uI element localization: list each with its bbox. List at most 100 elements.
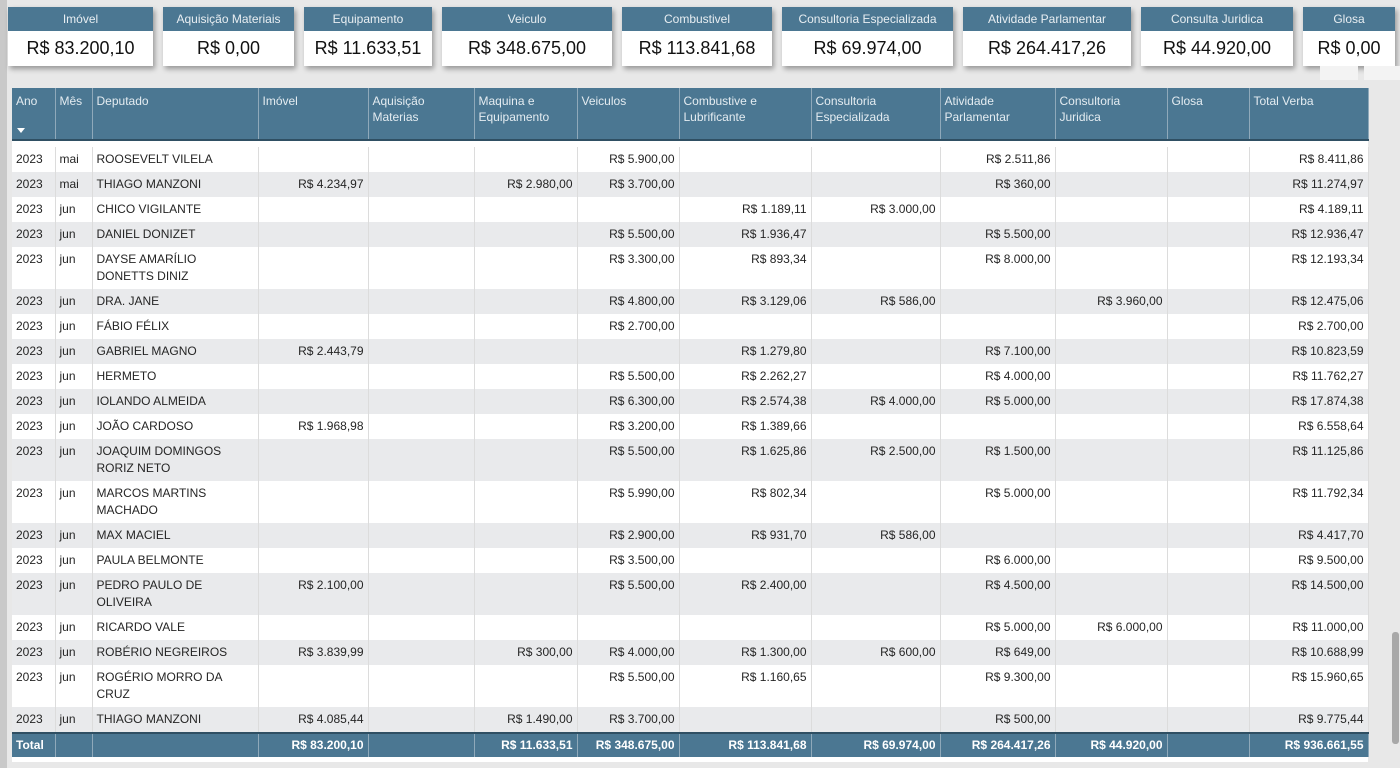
table-row[interactable]: 2023 mai THIAGO MANZONI R$ 4.234,97 R$ 2.980… [12,172,1369,197]
column-header[interactable]: Consultoria Juridica [1055,88,1168,141]
table-cell: DAYSE AMARÍLIO DONETTS DINIZ [92,247,259,289]
table-cell [368,665,475,707]
column-header[interactable]: Total Verba [1249,88,1369,141]
table-row[interactable]: 2023 jun DRA. JANE R$ 4.800,00 R$ 3.129,06 R$… [12,289,1369,314]
table-cell: R$ 2.980,00 [474,172,578,197]
column-header[interactable]: Aquisição Materias [368,88,475,141]
vertical-scrollbar[interactable] [1392,632,1399,744]
table-row[interactable]: 2023 jun THIAGO MANZONI R$ 4.085,44 R$ 1.490… [12,707,1369,733]
table-cell: R$ 1.500,00 [940,439,1056,481]
table-cell: 2023 [12,222,56,247]
sort-descending-icon[interactable] [17,128,25,133]
table-cell [1167,222,1250,247]
column-header[interactable]: Imóvel [258,88,369,141]
table-cell [368,147,475,172]
table-cell [258,615,369,640]
column-header[interactable]: Deputado [92,88,259,141]
table-cell [258,314,369,339]
table-cell: 2023 [12,197,56,222]
table-row[interactable]: 2023 jun ROGÉRIO MORRO DA CRUZ R$ 5.500,00 R… [12,665,1369,707]
table-cell: R$ 2.700,00 [1249,314,1369,339]
table-cell: R$ 3.700,00 [577,707,680,733]
table-row[interactable]: 2023 jun FÁBIO FÉLIX R$ 2.700,00 R$ 2.700,00 [12,314,1369,339]
column-header[interactable]: Maquina e Equipamento [474,88,578,141]
column-header[interactable]: Combustive e Lubrificante [679,88,812,141]
table-cell [1167,615,1250,640]
table-cell [811,339,941,364]
table-row[interactable]: 2023 jun IOLANDO ALMEIDA R$ 6.300,00 R$ 2.57… [12,389,1369,414]
table-cell [474,247,578,289]
table-row[interactable]: 2023 jun PAULA BELMONTE R$ 3.500,00 R$ 6.000… [12,548,1369,573]
table-cell: R$ 3.960,00 [1055,289,1168,314]
table-row[interactable]: 2023 jun HERMETO R$ 5.500,00 R$ 2.262,27 R$ 4… [12,364,1369,389]
table-row[interactable]: 2023 jun GABRIEL MAGNO R$ 2.443,79 R$ 1.279,… [12,339,1369,364]
table-cell [1167,523,1250,548]
table-cell: R$ 1.160,65 [679,665,812,707]
table-cell [368,364,475,389]
focus-mode-icon[interactable] [1364,66,1400,80]
table-row[interactable]: 2023 jun RICARDO VALE R$ 5.000,00 R$ 6.000,0… [12,615,1369,640]
table-cell: R$ 300,00 [474,640,578,665]
table-cell: R$ 15.960,65 [1249,665,1369,707]
total-cell: R$ 11.633,51 [474,732,578,757]
table-row[interactable]: 2023 jun JOÃO CARDOSO R$ 1.968,98 R$ 3.200,0… [12,414,1369,439]
table-row[interactable]: 2023 jun ROBÉRIO NEGREIROS R$ 3.839,99 R$ 30… [12,640,1369,665]
visual-header-button[interactable] [1320,66,1358,80]
column-header[interactable]: Veiculos [577,88,680,141]
table-row[interactable]: 2023 mai ROOSEVELT VILELA R$ 5.900,00 R$ 2.5… [12,147,1369,172]
left-edge [0,0,7,768]
card-label: Atividade Parlamentar [963,7,1131,31]
table-cell: THIAGO MANZONI [92,172,259,197]
table-cell: jun [55,364,93,389]
total-cell [368,732,475,757]
table-row[interactable]: 2023 jun MARCOS MARTINS MACHADO R$ 5.990,00… [12,481,1369,523]
table-cell: jun [55,389,93,414]
table-row[interactable]: 2023 jun PEDRO PAULO DE OLIVEIRA R$ 2.100,0… [12,573,1369,615]
table-cell: R$ 11.792,34 [1249,481,1369,523]
table-cell [811,247,941,289]
table-cell: R$ 3.200,00 [577,414,680,439]
table-cell: R$ 4.234,97 [258,172,369,197]
table-cell [811,548,941,573]
table-row[interactable]: 2023 jun DAYSE AMARÍLIO DONETTS DINIZ R$ 3.… [12,247,1369,289]
table-cell: DRA. JANE [92,289,259,314]
table-cell [1167,707,1250,733]
table-row[interactable]: 2023 jun DANIEL DONIZET R$ 5.500,00 R$ 1.936… [12,222,1369,247]
column-header[interactable]: Mês [55,88,93,141]
table-cell: jun [55,247,93,289]
table-cell [474,314,578,339]
table-cell: R$ 2.400,00 [679,573,812,615]
table-cell [474,439,578,481]
table-cell: R$ 12.936,47 [1249,222,1369,247]
total-cell: R$ 348.675,00 [577,732,680,757]
table-row[interactable]: 2023 jun CHICO VIGILANTE R$ 1.189,11 R$ 3.00… [12,197,1369,222]
total-cell: R$ 264.417,26 [940,732,1056,757]
table-cell [368,172,475,197]
column-header[interactable]: Glosa [1167,88,1250,141]
card-label: Aquisição Materiais [163,7,294,31]
table-cell: 2023 [12,548,56,573]
table-cell [1167,364,1250,389]
table-cell: 2023 [12,523,56,548]
table-cell: 2023 [12,389,56,414]
table-row[interactable]: 2023 jun JOAQUIM DOMINGOS RORIZ NETO R$ 5.5… [12,439,1369,481]
card-label: Imóvel [8,7,153,31]
total-cell [92,732,259,757]
table-cell: GABRIEL MAGNO [92,339,259,364]
table-cell: IOLANDO ALMEIDA [92,389,259,414]
table-cell [368,640,475,665]
column-header[interactable]: Consultoria Especializada [811,88,941,141]
table-cell: R$ 3.000,00 [811,197,941,222]
table-cell: jun [55,314,93,339]
table-cell [474,573,578,615]
table-cell [474,665,578,707]
column-header[interactable]: Ano [12,88,56,141]
table-cell: PAULA BELMONTE [92,548,259,573]
card-value: R$ 113.841,68 [638,38,756,58]
table-cell [940,197,1056,222]
card-value: R$ 0,00 [1317,38,1381,58]
table-row[interactable]: 2023 jun MAX MACIEL R$ 2.900,00 R$ 931,70 R$ … [12,523,1369,548]
card-equipamento: Equipamento R$ 11.633,51 [304,7,432,66]
column-header[interactable]: Atividade Parlamentar [940,88,1056,141]
table-cell [1167,573,1250,615]
